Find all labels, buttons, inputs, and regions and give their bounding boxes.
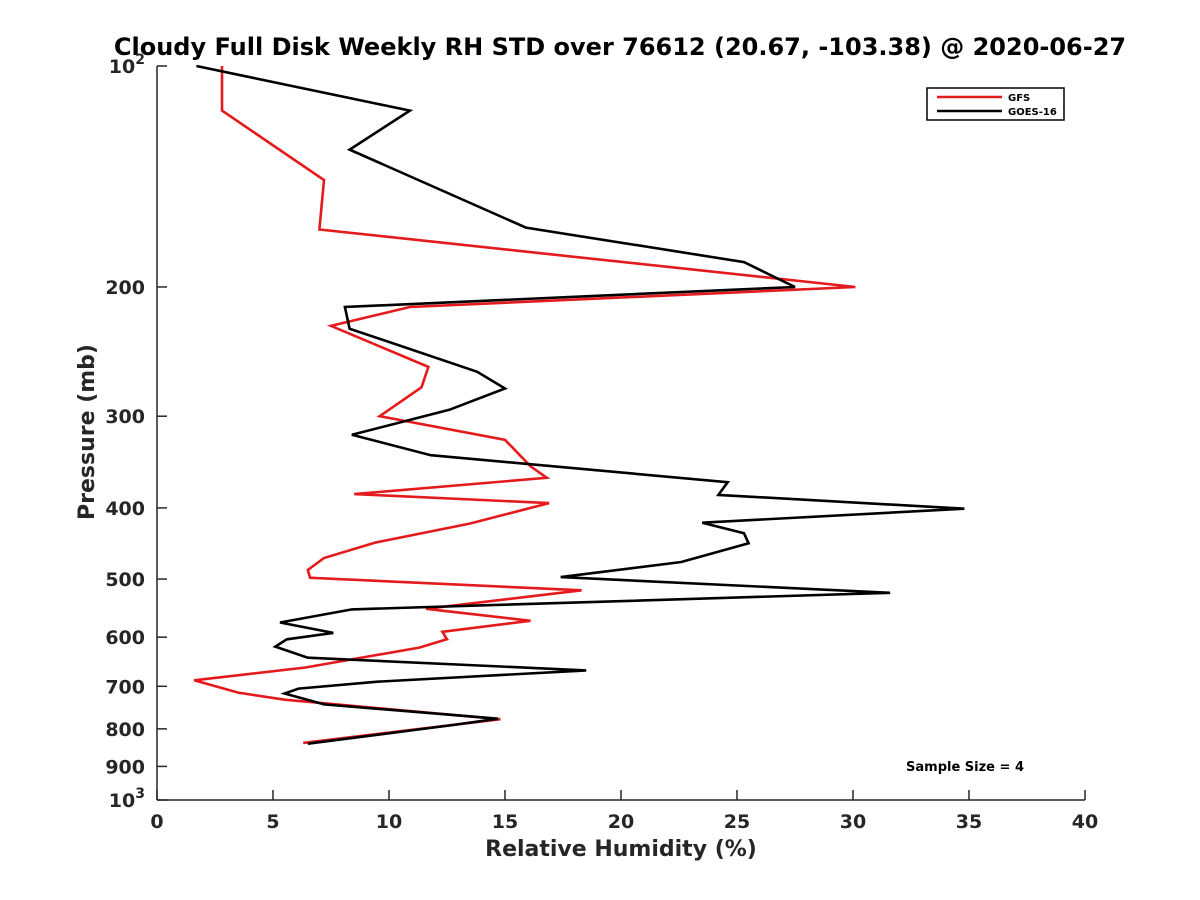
axes-layer: 0 5 10 15 20 25 30 35 40 102 200 300 400 500 600 700 800… xyxy=(105,52,1098,833)
y-tick-label: 102 xyxy=(109,52,145,78)
y-tick-label: 300 xyxy=(105,406,145,428)
series-layer xyxy=(193,64,965,745)
x-axis-label: Relative Humidity (%) xyxy=(485,837,757,862)
y-tick-label: 500 xyxy=(105,569,145,591)
y-tick-label: 200 xyxy=(105,277,145,299)
sample-size-annotation: Sample Size = 4 xyxy=(906,760,1024,775)
legend: GFS GOES-16 xyxy=(926,87,1065,121)
y-tick-label: 800 xyxy=(105,719,145,741)
x-tick-label: 30 xyxy=(840,811,866,833)
legend-box xyxy=(926,87,1065,121)
x-tick-label: 5 xyxy=(266,811,279,833)
y-tick-label: 900 xyxy=(105,756,145,778)
x-tick-label: 35 xyxy=(956,811,982,833)
x-tick-label: 20 xyxy=(608,811,634,833)
x-tick-label: 10 xyxy=(376,811,402,833)
legend-label-gfs: GFS xyxy=(1008,93,1030,104)
x-tick-label: 15 xyxy=(492,811,518,833)
y-axis-label: Pressure (mb) xyxy=(75,344,100,520)
y-tick-label: 103 xyxy=(109,786,145,812)
y-tick-label: 400 xyxy=(105,498,145,520)
legend-label-goes16: GOES-16 xyxy=(1008,107,1057,118)
series-line-gfs xyxy=(193,66,856,745)
series-line-goes16 xyxy=(196,64,965,745)
y-tick-label: 700 xyxy=(105,676,145,698)
x-tick-label: 40 xyxy=(1072,811,1098,833)
y-tick-label: 600 xyxy=(105,627,145,649)
x-tick-label: 25 xyxy=(724,811,750,833)
x-tick-label: 0 xyxy=(150,811,163,833)
chart-title: Cloudy Full Disk Weekly RH STD over 7661… xyxy=(114,33,1126,61)
